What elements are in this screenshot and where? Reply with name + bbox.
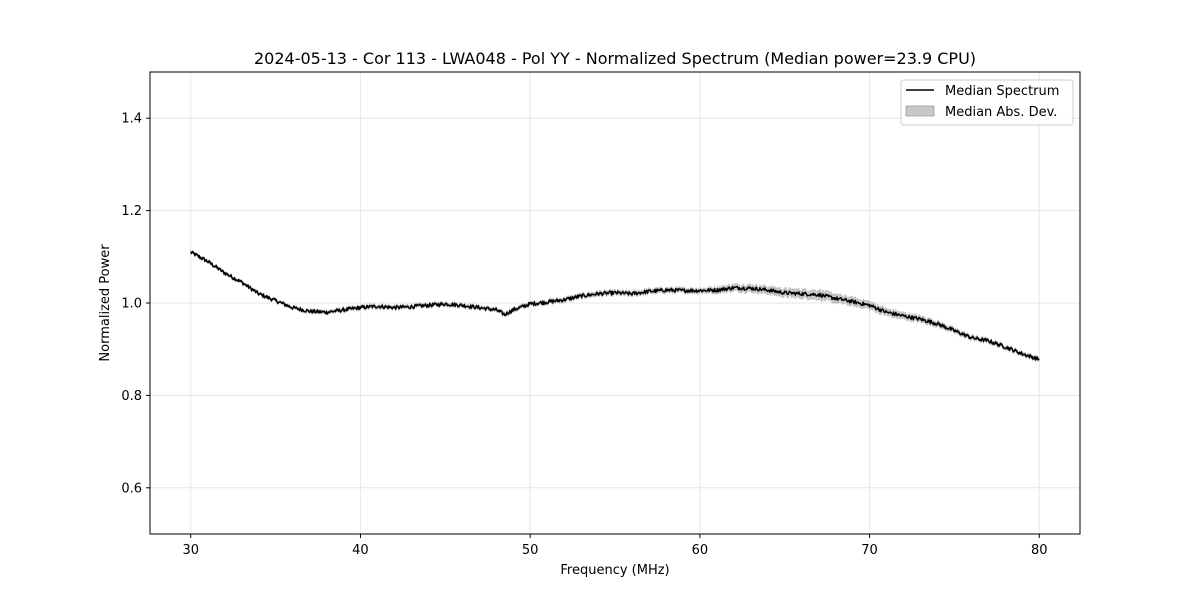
x-tick-label: 50 <box>522 543 539 558</box>
median-line-layer <box>190 250 1040 361</box>
mad-band <box>190 249 1040 363</box>
x-axis-label: Frequency (MHz) <box>560 563 669 578</box>
y-tick-label: 0.6 <box>121 481 142 496</box>
x-tick-label: 70 <box>861 543 878 558</box>
legend-band-swatch <box>905 105 935 117</box>
y-tick-label: 1.4 <box>121 112 142 127</box>
mad-band-layer <box>190 249 1040 363</box>
legend: Median Spectrum Median Abs. Dev. <box>900 79 1074 126</box>
chart-title: 2024-05-13 - Cor 113 - LWA048 - Pol YY -… <box>254 49 976 68</box>
legend-label-mad: Median Abs. Dev. <box>945 105 1057 120</box>
y-tick-label: 1.2 <box>121 204 142 219</box>
legend-box <box>900 79 1074 126</box>
legend-label-median-spectrum: Median Spectrum <box>945 84 1059 99</box>
x-tick-label: 80 <box>1031 543 1048 558</box>
y-tick-label: 1.0 <box>121 297 142 312</box>
x-tick-label: 60 <box>692 543 709 558</box>
x-axis: 30 40 50 60 70 80 <box>182 534 1048 558</box>
y-axis-label: Normalized Power <box>98 244 113 362</box>
x-tick-label: 40 <box>352 543 369 558</box>
y-tick-label: 0.8 <box>121 389 142 404</box>
median-spectrum-line <box>190 250 1040 361</box>
x-tick-label: 30 <box>182 543 199 558</box>
y-axis: 0.6 0.8 1.0 1.2 1.4 <box>121 112 150 496</box>
grid <box>150 72 1080 534</box>
